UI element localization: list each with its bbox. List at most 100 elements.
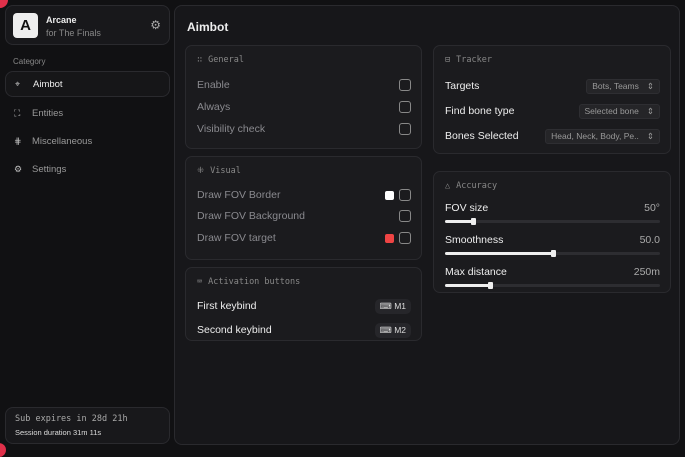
general-card: ∷ General Enable Always Visibility check bbox=[185, 45, 422, 149]
slider-fill bbox=[445, 220, 473, 223]
app-logo: A bbox=[13, 13, 38, 38]
draw-fov-border-checkbox[interactable] bbox=[399, 189, 411, 201]
visibility-check-checkbox[interactable] bbox=[399, 123, 411, 135]
targets-row: Targets Bots, Teams ⇕ bbox=[445, 78, 660, 94]
visibility-check-row: Visibility check bbox=[197, 121, 411, 137]
bones-selected-row: Bones Selected Head, Neck, Body, Pe.. ⇕ bbox=[445, 128, 660, 144]
second-keybind-button[interactable]: ⌨ M2 bbox=[374, 322, 411, 338]
card-header: ⁜ Visual bbox=[197, 166, 241, 176]
first-keybind-button[interactable]: ⌨ M1 bbox=[374, 298, 411, 314]
draw-fov-border-row: Draw FOV Border bbox=[197, 187, 411, 203]
page-title: Aimbot bbox=[187, 20, 229, 34]
card-title: Activation buttons bbox=[208, 277, 301, 287]
card-header: ⌨ Activation buttons bbox=[197, 277, 300, 287]
row-label: Enable bbox=[197, 79, 230, 91]
find-bone-type-row: Find bone type Selected bone ⇕ bbox=[445, 103, 660, 119]
chevron-updown-icon: ⇕ bbox=[646, 80, 654, 91]
key-label: M2 bbox=[394, 324, 406, 335]
draw-fov-background-row: Draw FOV Background bbox=[197, 208, 411, 224]
enable-checkbox[interactable] bbox=[399, 79, 411, 91]
slider-label: FOV size bbox=[445, 202, 489, 214]
brand-card: A Arcane for The Finals ⚙ bbox=[5, 5, 170, 45]
row-label: First keybind bbox=[197, 300, 257, 312]
slider-value: 50.0 bbox=[639, 234, 660, 246]
sidebar-item-settings[interactable]: ⚙ Settings bbox=[5, 156, 170, 182]
draw-fov-target-row: Draw FOV target bbox=[197, 230, 411, 246]
triangle-icon: △ bbox=[445, 181, 451, 191]
card-title: Tracker bbox=[456, 55, 492, 65]
color-swatch[interactable] bbox=[385, 233, 394, 243]
max-distance-slider[interactable] bbox=[445, 282, 660, 289]
slider-fill bbox=[445, 284, 491, 287]
sidebar-item-label: Entities bbox=[32, 107, 64, 119]
app-name: Arcane bbox=[46, 15, 77, 25]
gear-icon[interactable]: ⚙ bbox=[150, 18, 161, 32]
accuracy-card: △ Accuracy FOV size 50° Smoothness 50.0 Max… bbox=[433, 171, 671, 293]
draw-fov-background-checkbox[interactable] bbox=[399, 210, 411, 222]
activation-card: ⌨ Activation buttons First keybind ⌨ M1 Se… bbox=[185, 267, 422, 341]
select-value: Head, Neck, Body, Pe.. bbox=[551, 131, 639, 141]
second-keybind-row: Second keybind ⌨ M2 bbox=[197, 322, 411, 338]
sidebar-item-aimbot[interactable]: ⌖ Aimbot bbox=[5, 71, 170, 97]
max-distance-slider-row: Max distance 250m bbox=[445, 266, 660, 289]
select-value: Bots, Teams bbox=[592, 81, 639, 91]
key-label: M1 bbox=[394, 300, 406, 311]
main-panel: Aimbot ∷ General Enable Always Visibility… bbox=[174, 5, 680, 445]
card-header: ∷ General bbox=[197, 55, 244, 65]
find-bone-type-select[interactable]: Selected bone ⇕ bbox=[578, 103, 660, 119]
always-row: Always bbox=[197, 99, 411, 115]
always-checkbox[interactable] bbox=[399, 101, 411, 113]
enable-row: Enable bbox=[197, 77, 411, 93]
sidebar-item-miscellaneous[interactable]: ⋕ Miscellaneous bbox=[5, 128, 170, 154]
chevron-updown-icon: ⇕ bbox=[646, 105, 654, 116]
sidebar-item-entities[interactable]: ⛶ Entities bbox=[5, 100, 170, 126]
card-header: ⊟ Tracker bbox=[445, 55, 492, 65]
slider-value: 50° bbox=[644, 202, 660, 214]
slider-thumb[interactable] bbox=[488, 282, 494, 289]
list-icon: ∷ bbox=[197, 55, 203, 65]
row-label: Visibility check bbox=[197, 123, 266, 135]
row-label: Bones Selected bbox=[445, 130, 519, 142]
first-keybind-row: First keybind ⌨ M1 bbox=[197, 298, 411, 314]
slider-thumb[interactable] bbox=[470, 218, 476, 225]
crosshair-icon: ⌖ bbox=[15, 78, 21, 89]
gear-icon: ⚙ bbox=[14, 163, 23, 174]
sidebar-item-label: Aimbot bbox=[33, 78, 63, 90]
row-label: Draw FOV target bbox=[197, 232, 276, 244]
scan-icon: ⛶ bbox=[14, 107, 21, 118]
bones-selected-select[interactable]: Head, Neck, Body, Pe.. ⇕ bbox=[545, 128, 660, 144]
slider-thumb[interactable] bbox=[550, 250, 556, 257]
slider-label: Max distance bbox=[445, 266, 507, 278]
slider-fill bbox=[445, 252, 553, 255]
row-label: Second keybind bbox=[197, 324, 272, 336]
subscription-expiry: Sub expires in 28d 21h bbox=[15, 414, 128, 424]
tracker-icon: ⊟ bbox=[445, 55, 451, 65]
keyboard-icon: ⌨ bbox=[197, 277, 203, 287]
category-label: Category bbox=[13, 57, 46, 66]
select-value: Selected bone bbox=[584, 106, 639, 116]
card-title: Accuracy bbox=[456, 181, 498, 191]
tracker-card: ⊟ Tracker Targets Bots, Teams ⇕ Find bone t… bbox=[433, 45, 671, 154]
draw-fov-target-checkbox[interactable] bbox=[399, 232, 411, 244]
fov-size-slider[interactable] bbox=[445, 218, 660, 225]
targets-select[interactable]: Bots, Teams ⇕ bbox=[586, 78, 660, 94]
smoothness-slider-row: Smoothness 50.0 bbox=[445, 234, 660, 257]
sidebar: A Arcane for The Finals ⚙ Category ⌖ Aimb… bbox=[0, 0, 174, 449]
session-duration: Session duration 31m 11s bbox=[15, 428, 102, 437]
slider-label: Smoothness bbox=[445, 234, 504, 246]
row-label: Find bone type bbox=[445, 105, 515, 117]
row-label: Always bbox=[197, 101, 231, 113]
card-title: Visual bbox=[210, 166, 241, 176]
sidebar-item-label: Miscellaneous bbox=[32, 135, 93, 147]
subscription-card: Sub expires in 28d 21h Session duration … bbox=[5, 407, 170, 444]
fov-size-slider-row: FOV size 50° bbox=[445, 202, 660, 225]
chevron-updown-icon: ⇕ bbox=[646, 130, 654, 141]
row-label: Draw FOV Border bbox=[197, 189, 281, 201]
row-label: Draw FOV Background bbox=[197, 210, 305, 222]
color-swatch[interactable] bbox=[385, 190, 394, 200]
smoothness-slider[interactable] bbox=[445, 250, 660, 257]
sidebar-item-label: Settings bbox=[32, 163, 67, 175]
visual-card: ⁜ Visual Draw FOV Border Draw FOV Backgro… bbox=[185, 156, 422, 260]
eye-icon: ⁜ bbox=[197, 166, 205, 176]
slider-value: 250m bbox=[633, 266, 660, 278]
